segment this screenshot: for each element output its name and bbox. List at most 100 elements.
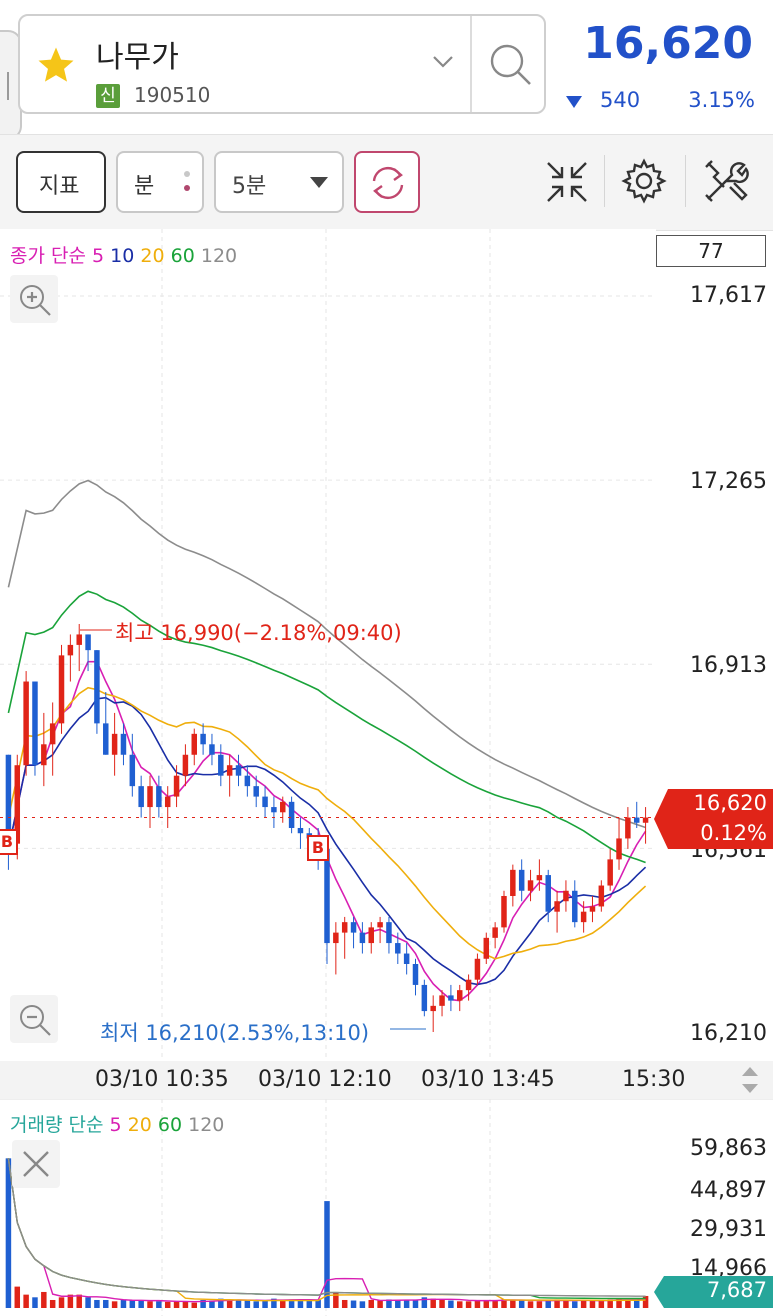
candle-body <box>32 681 38 766</box>
volume-y-tick: 44,897 <box>690 1178 767 1203</box>
dropdown-arrow-icon <box>310 177 328 188</box>
volume-bar <box>58 1297 65 1308</box>
legend-ma-5: 5 <box>92 245 105 267</box>
candle-body <box>377 922 383 928</box>
candle-body <box>85 634 91 651</box>
price-y-tick: 16,913 <box>690 653 767 678</box>
candle-body <box>333 932 339 944</box>
candle-body <box>545 875 551 912</box>
price-chart-area[interactable]: 종가 단순 5 10 20 60 120 77 17,617 17,265 16… <box>0 229 773 1316</box>
volume-bar <box>32 1297 38 1308</box>
candle-body <box>580 911 587 923</box>
volume-bar <box>518 1300 525 1308</box>
search-icon[interactable] <box>488 42 534 88</box>
legend-prefix: 종가 단순 <box>10 245 86 267</box>
legend-ma-10: 10 <box>110 245 135 267</box>
candle-body <box>536 875 543 881</box>
volume-bar <box>235 1299 242 1308</box>
volume-bar <box>527 1301 534 1308</box>
unit-selector[interactable]: 분 <box>116 151 204 213</box>
volume-bar <box>129 1299 136 1308</box>
zoom-in-button[interactable] <box>10 275 58 323</box>
favorite-star-icon[interactable] <box>34 44 78 86</box>
candle-body <box>501 895 507 928</box>
price-top-box: 77 <box>656 235 766 267</box>
volume-bar <box>67 1294 74 1308</box>
candle-body <box>138 786 144 808</box>
gear-icon[interactable] <box>620 157 668 205</box>
candle-body <box>510 869 516 896</box>
ma-line-10 <box>7 696 647 986</box>
volume-bar <box>324 1201 330 1308</box>
indicator-button[interactable]: 지표 <box>16 151 106 213</box>
ma-line-20 <box>7 686 647 960</box>
volume-bar <box>288 1299 295 1308</box>
current-price-tag-pct: 0.12% <box>700 821 767 845</box>
chevron-down-icon[interactable] <box>432 54 454 70</box>
volume-bar <box>483 1299 490 1308</box>
candle-body <box>642 817 649 823</box>
volume-bar <box>607 1299 613 1308</box>
volume-bar <box>111 1301 118 1308</box>
x-tick: 03/10 13:45 <box>421 1067 555 1092</box>
volume-bar <box>359 1301 366 1308</box>
stock-selector[interactable]: 나무가 신 190510 <box>18 14 546 114</box>
scroll-updown-icon[interactable] <box>740 1064 760 1096</box>
candle-body <box>572 890 578 923</box>
volume-bar <box>191 1302 198 1308</box>
candle-body <box>324 848 330 944</box>
buy-marker[interactable]: B <box>307 835 329 861</box>
price-y-tick: 17,265 <box>690 469 767 494</box>
volume-bar <box>545 1299 551 1308</box>
candle-body <box>395 943 401 954</box>
zoom-out-button[interactable] <box>10 995 58 1043</box>
tools-icon[interactable] <box>702 157 750 205</box>
volume-bar <box>209 1300 215 1308</box>
volume-bar <box>616 1298 622 1308</box>
candle-body <box>244 775 251 787</box>
volume-bar <box>218 1298 224 1308</box>
current-price-tag-value: 16,620 <box>693 791 767 815</box>
volume-bar <box>23 1294 29 1308</box>
candle-body <box>589 906 596 912</box>
volume-bar <box>501 1299 507 1308</box>
volume-y-tick: 29,931 <box>690 1217 767 1242</box>
legend-ma-20: 20 <box>140 245 165 267</box>
volume-bar <box>280 1299 286 1308</box>
candle-body <box>483 937 490 959</box>
zoom-in-icon <box>20 285 51 316</box>
candle-body <box>235 765 242 776</box>
candle-body <box>226 765 233 776</box>
candle-body <box>368 927 374 944</box>
volume-bar <box>262 1299 268 1308</box>
x-tick: 15:30 <box>622 1067 686 1092</box>
zoom-out-icon <box>20 1005 51 1036</box>
candle-body <box>164 796 171 808</box>
candle-body <box>403 953 410 964</box>
volume-bar <box>598 1299 605 1308</box>
volume-bar <box>563 1300 569 1308</box>
volume-bar <box>510 1299 516 1308</box>
refresh-button[interactable] <box>354 151 420 213</box>
candle-body <box>253 786 259 797</box>
candle-body <box>209 744 215 755</box>
candle-body <box>111 733 118 755</box>
candle-body <box>200 733 206 745</box>
candle-body <box>616 838 622 860</box>
volume-bar <box>14 1286 21 1308</box>
volume-bar <box>200 1299 206 1308</box>
candle-body <box>386 922 392 944</box>
candle-body <box>554 901 560 912</box>
volume-legend-ma-60: 60 <box>157 1114 183 1136</box>
buy-marker[interactable]: B <box>0 829 18 855</box>
volume-bar <box>103 1299 109 1308</box>
candle-body <box>191 733 198 755</box>
volume-bar <box>341 1299 348 1308</box>
volume-bar <box>120 1299 127 1308</box>
price-change: 540 <box>600 88 641 112</box>
interval-select[interactable]: 5분 <box>214 151 344 213</box>
close-volume-button[interactable] <box>12 1140 60 1188</box>
collapse-icon[interactable] <box>544 159 590 205</box>
refresh-icon <box>372 166 404 200</box>
candle-body <box>341 922 348 933</box>
